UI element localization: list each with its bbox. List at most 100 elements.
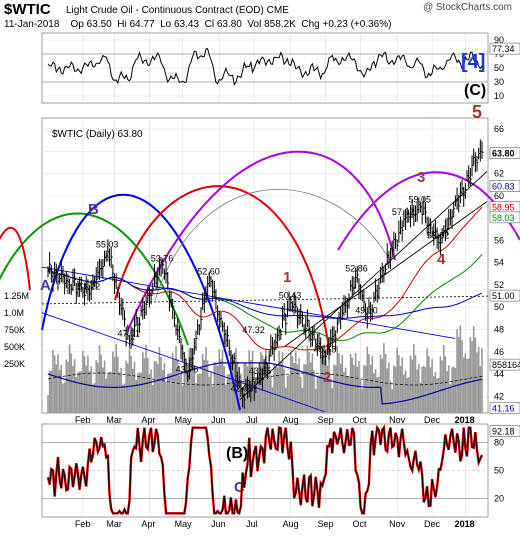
price-label: 52.86 — [345, 263, 368, 273]
volume-bar — [173, 359, 176, 413]
volume-bar — [48, 370, 51, 413]
volume-bar — [336, 345, 339, 413]
wave-label: 2 — [323, 369, 331, 386]
price-x-tick-label: Nov — [389, 415, 406, 425]
chart-symbol: $WTIC — [4, 1, 51, 18]
volume-bar — [281, 352, 284, 413]
low-value: 63.43 — [174, 19, 200, 30]
volume-bar — [275, 363, 277, 413]
volume-bar — [161, 370, 164, 413]
volume-bar — [449, 384, 452, 413]
volume-bar — [80, 371, 83, 413]
volume-bar — [110, 371, 112, 413]
axis-value-tag: 41.16 — [489, 402, 520, 414]
high-label: Hi — [117, 19, 127, 30]
volume-bar — [215, 362, 217, 413]
volume-bar — [183, 361, 186, 413]
volume-bar — [319, 353, 322, 413]
volume-bar — [403, 374, 405, 413]
volume-bar — [431, 358, 433, 413]
volume-bar — [225, 384, 227, 413]
axis-value-tag: 51.00 — [489, 289, 520, 302]
volume-bar — [216, 365, 219, 413]
volume-bar — [52, 349, 54, 413]
volume-bar — [306, 345, 309, 413]
axis-value-box — [489, 358, 520, 371]
volume-bar — [193, 364, 196, 413]
volume-bar — [146, 357, 149, 413]
lower-x-tick-label: Feb — [75, 519, 91, 529]
volume-bar — [273, 363, 275, 413]
volume-bar — [348, 376, 350, 413]
volume-bar — [472, 326, 475, 413]
price-label: 49.10 — [355, 305, 378, 315]
volume-bar — [98, 345, 101, 413]
volume-bar — [148, 374, 151, 413]
volume-bar — [276, 367, 279, 413]
volume-bar — [308, 352, 310, 413]
volume-bar — [266, 363, 269, 413]
wave-label: A — [40, 277, 51, 294]
price-label: 52.60 — [197, 266, 220, 276]
volume-bar — [85, 365, 88, 413]
price-label: 50.43 — [279, 290, 302, 300]
volume-bar — [471, 341, 473, 413]
wave-label-4-bracket: [4] — [461, 51, 485, 73]
chart-description: Light Crude Oil - Continuous Contract (E… — [66, 5, 289, 16]
volume-bar — [221, 349, 224, 413]
indicator-value-box — [489, 42, 520, 55]
volume-bar — [127, 363, 129, 413]
volume-bar — [432, 376, 435, 413]
volume-bar — [361, 388, 364, 413]
cycle-arc — [127, 150, 396, 331]
indicator-value-tag: 77.34 — [489, 42, 520, 55]
volume-bar — [388, 362, 390, 413]
volume-bar — [100, 354, 103, 413]
volume-bar — [128, 346, 131, 413]
price-x-tick-label: Aug — [283, 415, 299, 425]
price-legend: $WTIC (Daily) 63.80 — [52, 129, 143, 140]
volume-bar — [181, 385, 184, 413]
indicator-value-label: 77.34 — [492, 44, 515, 54]
volume-bar — [356, 367, 359, 413]
volume-bar — [107, 372, 109, 413]
volume-bar — [364, 365, 367, 413]
volume-bar — [105, 378, 107, 413]
lower-tick-label: 20 — [494, 493, 504, 503]
lower-value-tag: 92.18 — [489, 425, 520, 437]
volume-bar — [73, 359, 76, 413]
volume-bar — [271, 387, 274, 413]
volume-bar — [419, 382, 422, 413]
volume-bar — [263, 362, 265, 413]
volume-bar — [143, 358, 146, 413]
volume-bar — [413, 344, 415, 413]
volume-bar — [226, 374, 229, 413]
description: Light Crude Oil - Continuous Contract (E… — [66, 5, 264, 16]
volume-bar — [141, 352, 144, 413]
volume-bar — [316, 376, 319, 413]
volume-bar — [393, 365, 395, 413]
volume-bar — [354, 352, 357, 413]
volume-bar — [318, 375, 320, 413]
volume-bar — [122, 384, 124, 413]
volume-bar — [324, 351, 327, 413]
volume-bar — [462, 357, 465, 413]
indicator-tick-label: 50 — [494, 63, 504, 73]
volume-oscillator-line — [47, 362, 483, 405]
volume-bar — [446, 371, 448, 413]
trendline — [239, 171, 488, 400]
volume-bar — [135, 380, 137, 413]
volume-bar — [416, 369, 418, 413]
wave-label: 3 — [417, 169, 425, 186]
price-tick-label: 62 — [494, 169, 504, 179]
axis-value-tag: 58.03 — [489, 211, 520, 224]
volume-tick-label: 500K — [4, 342, 25, 352]
axis-value-tag: 60.83 — [489, 180, 520, 192]
volume-bar — [321, 357, 324, 413]
volume-bar — [132, 368, 134, 413]
indicator-tick-label: 10 — [494, 91, 504, 101]
volume-bar — [309, 362, 312, 413]
volume-bar — [180, 370, 182, 413]
volume-bar — [414, 355, 417, 413]
